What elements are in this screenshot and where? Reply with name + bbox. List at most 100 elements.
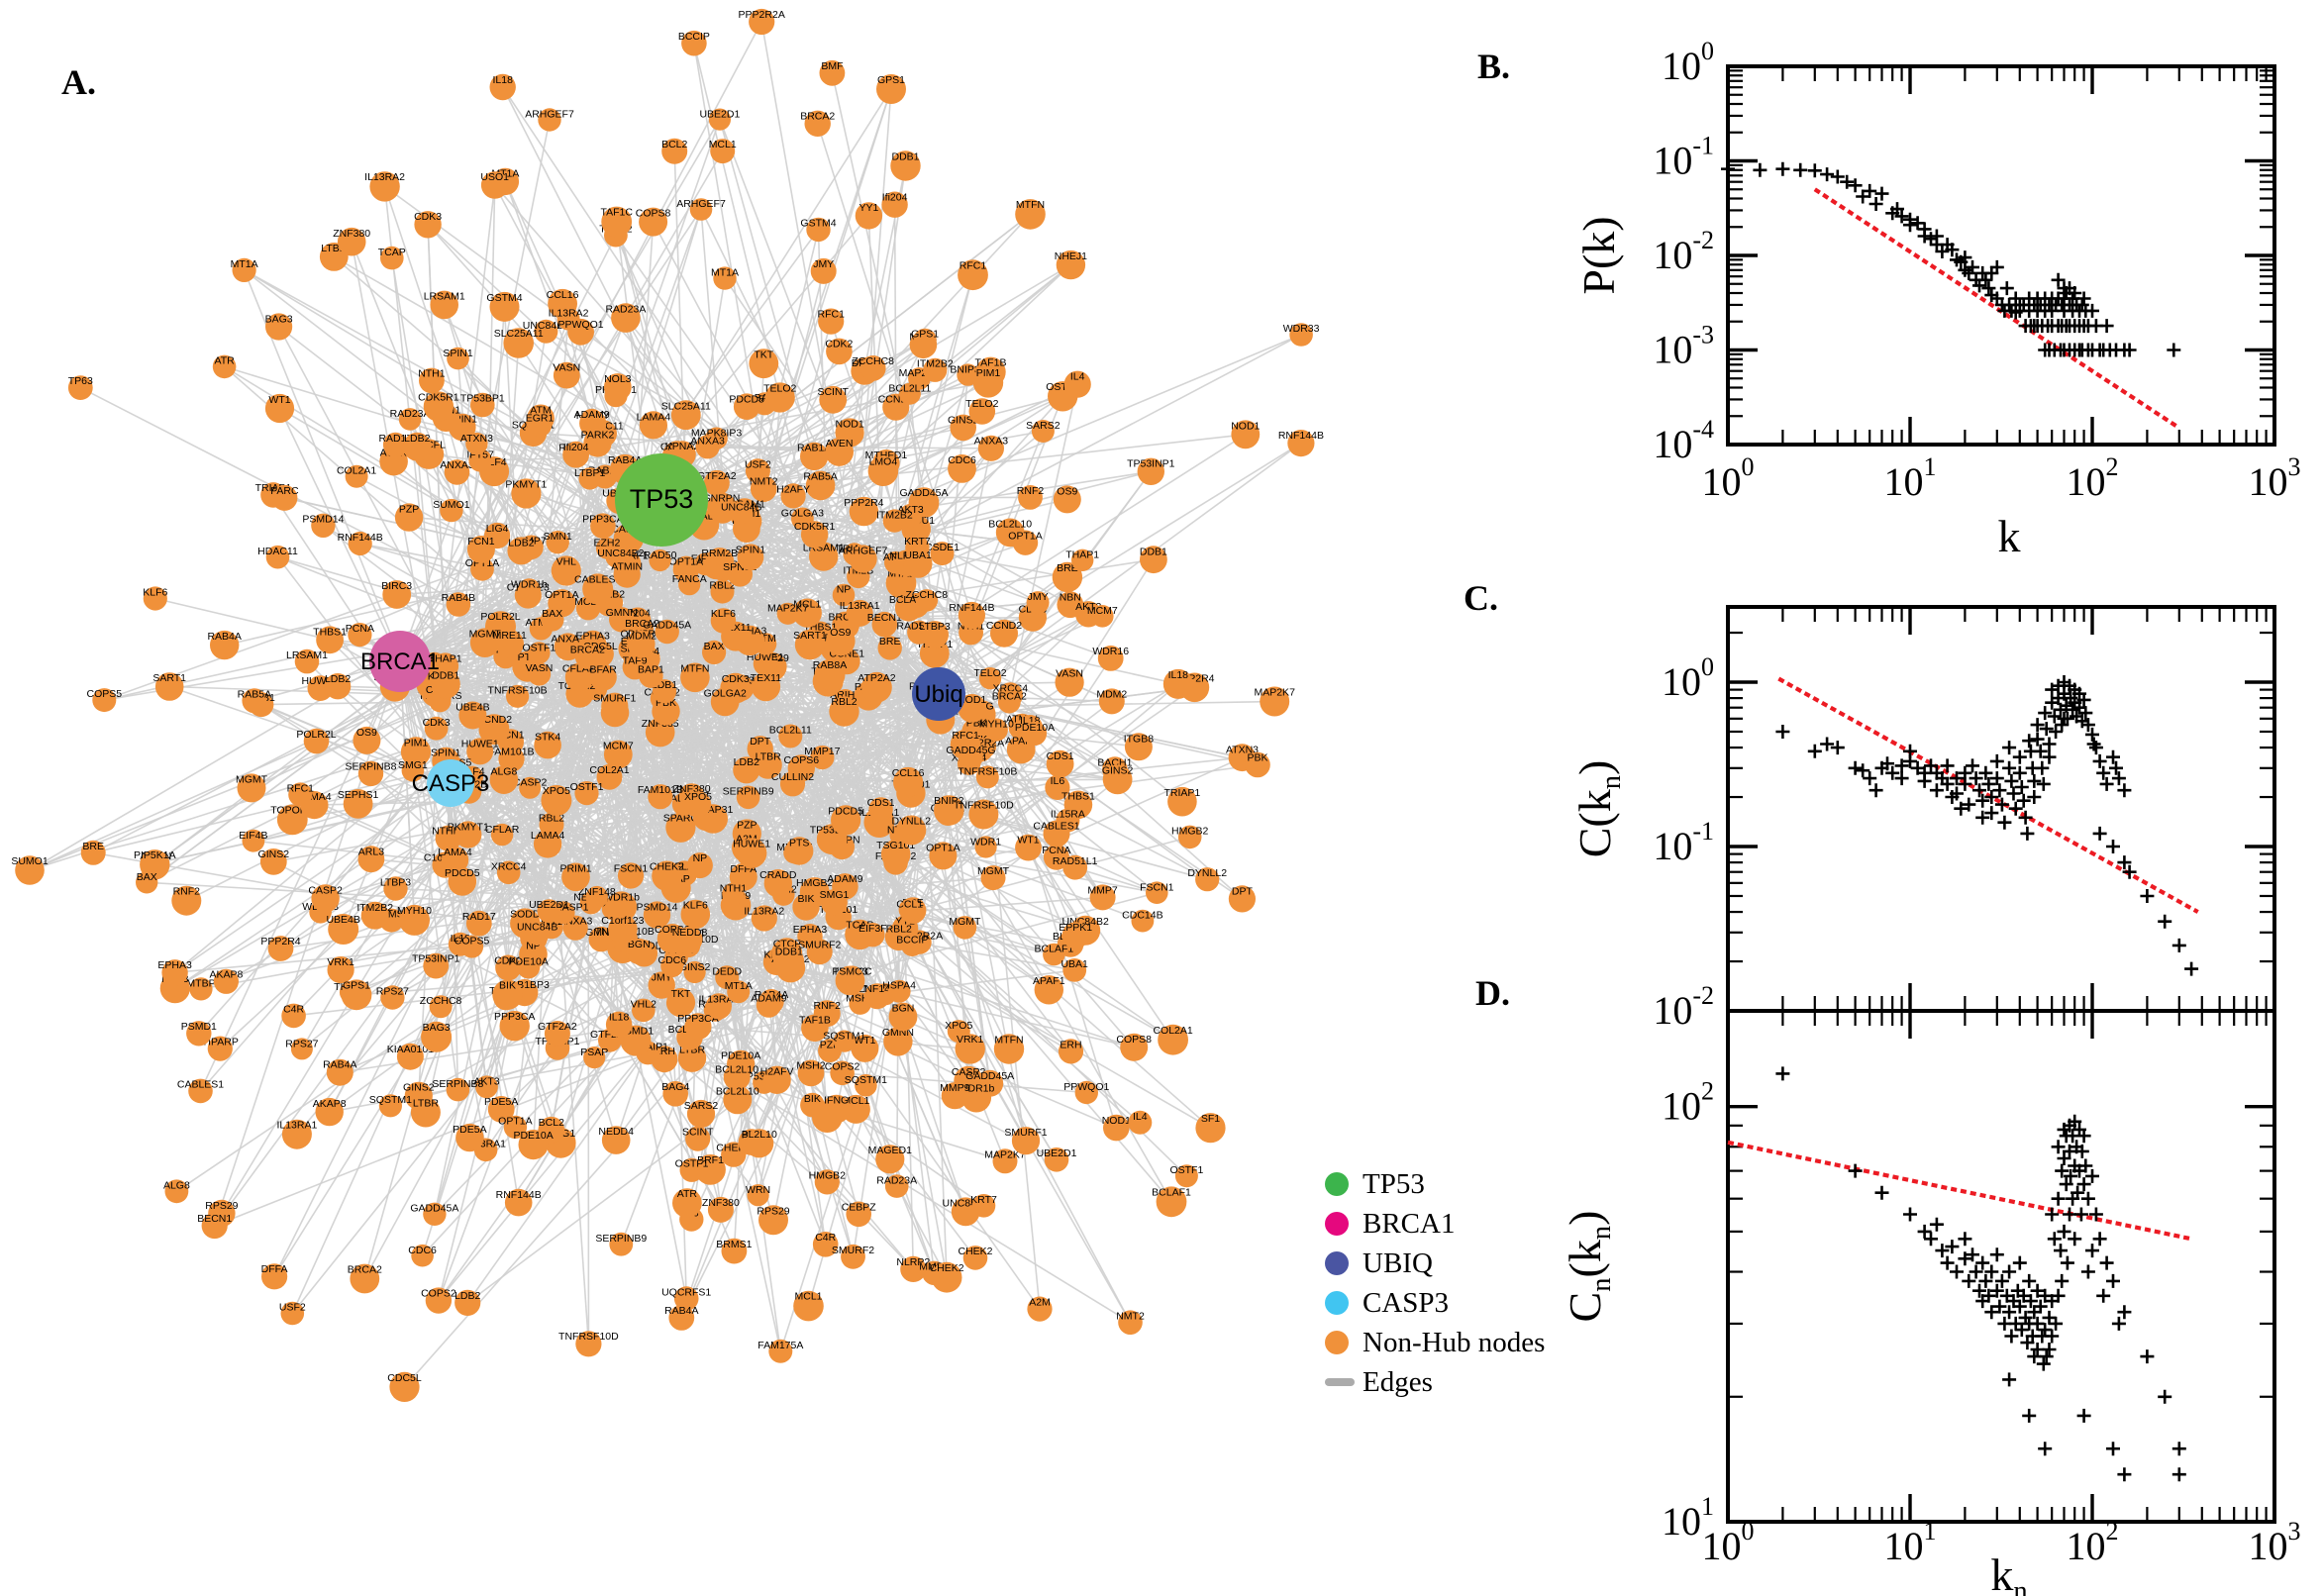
legend-item-nonhub: Non-Hub nodes	[1325, 1323, 1545, 1362]
data-point-marker	[2012, 1255, 2027, 1270]
data-point-marker	[2106, 840, 2120, 853]
network-node-label: ITM2B2	[356, 902, 393, 914]
network-node	[414, 211, 442, 239]
axis-label: k	[1998, 511, 2021, 561]
data-point-marker	[2184, 961, 2199, 976]
network-node-label: PDCD5	[445, 867, 480, 879]
network-node-label: RFC1	[287, 783, 315, 795]
network-node	[801, 1014, 829, 1043]
plot-ticks	[1726, 64, 2276, 447]
network-node-label: XPO5	[543, 785, 570, 797]
network-node-label: LTBP1	[574, 467, 605, 479]
network-node-label: DDB1	[432, 670, 459, 682]
network-node-label: WT1	[854, 1035, 875, 1047]
network-node-label: GPS1	[911, 329, 939, 341]
network-node-label: SARS2	[1026, 420, 1060, 432]
network-node	[564, 662, 594, 692]
network-node-label: BRE	[879, 636, 901, 648]
data-point-marker	[1775, 1066, 1790, 1081]
network-node-label: MTBP	[186, 977, 215, 989]
network-node-label: LTBR	[413, 1098, 439, 1110]
network-node	[207, 1036, 233, 1061]
axis-label: kn​	[1990, 1549, 2027, 1596]
network-node-label: TP53INP1	[412, 953, 460, 965]
network-node-label: THAP1	[1065, 549, 1099, 561]
network-node-label: GSTM4	[486, 292, 522, 304]
network-node-label: GTF2A2	[538, 1021, 577, 1033]
network-node	[810, 746, 835, 770]
network-node-label: LMO4	[869, 455, 898, 467]
network-node-label: TELO2	[965, 398, 998, 410]
network-edge	[938, 693, 969, 1081]
network-node-label: COPS5	[86, 688, 122, 700]
network-node-label: TAF1B	[799, 1015, 831, 1027]
network-node	[495, 629, 524, 658]
network-node-label: CDC14B	[1122, 910, 1162, 922]
network-node-label: OPT1A	[498, 1116, 532, 1128]
network-edge	[399, 660, 459, 1090]
network-node-label: BCL2L10	[716, 1085, 759, 1097]
network-node	[423, 1202, 447, 1227]
network-node-label: RAB4A	[207, 631, 241, 643]
data-point-marker	[2076, 1408, 2091, 1423]
network-edge	[656, 693, 940, 916]
network-node-label: OSTF1	[1169, 1164, 1203, 1176]
network-node-label: KRT7	[904, 536, 931, 548]
network-node-label: H2AFY	[776, 483, 810, 495]
network-node-label: MCL1	[793, 599, 821, 611]
network-node-label: RPS27	[285, 1038, 318, 1049]
network-node	[533, 830, 562, 858]
data-point-marker	[2106, 1273, 2120, 1288]
data-point-marker	[2054, 1244, 2068, 1258]
network-node-label: MDM2	[1096, 688, 1127, 700]
network-node-label: CDC6	[658, 954, 687, 966]
data-point-marker	[1966, 758, 1979, 773]
network-node-label: PCNA	[346, 623, 374, 635]
network-node-label: RFC1	[952, 730, 979, 742]
network-node	[632, 998, 656, 1023]
network-node-label: LDB2	[325, 673, 351, 685]
network-node-label: RNF2	[173, 886, 201, 898]
network-node-label: MGMT	[236, 773, 268, 785]
network-node	[567, 318, 594, 346]
data-point-marker	[1775, 161, 1790, 176]
network-node	[702, 640, 727, 665]
data-point-marker	[1969, 1264, 1983, 1279]
network-node-label: RAB5A	[238, 688, 271, 700]
network-edge	[399, 263, 1071, 662]
network-node	[541, 608, 564, 632]
network-edge	[399, 235, 617, 662]
network-node	[389, 1371, 420, 1402]
network-edge	[399, 660, 562, 1144]
network-node-label: BRE	[82, 841, 104, 852]
network-node	[958, 259, 988, 291]
data-point-marker	[2042, 1343, 2057, 1356]
network-node-label: KLF6	[711, 608, 736, 620]
network-node	[665, 812, 696, 843]
network-node-label: MCL1	[709, 139, 737, 150]
network-node-label: DEDD	[712, 965, 742, 977]
network-node	[448, 867, 477, 896]
data-point-marker	[1989, 753, 2004, 768]
network-node	[1043, 844, 1069, 870]
data-point-marker	[1820, 737, 1835, 751]
network-node	[470, 392, 495, 418]
network-node-label: WDR1b	[511, 578, 548, 590]
network-node-label: WT1	[268, 394, 290, 406]
network-node-label: IL4	[1070, 371, 1085, 383]
tick-label: 10-1	[1653, 817, 1714, 868]
network-node-label: TAF1C	[600, 207, 633, 219]
network-node-label: MMP17	[804, 746, 840, 757]
network-node	[327, 956, 354, 984]
network-node-label: CDK2	[494, 955, 522, 967]
data-point-marker	[1999, 281, 2014, 296]
network-node-label: OSTF1	[570, 781, 604, 793]
network-edge	[450, 782, 811, 938]
network-node-label: C4R	[815, 1232, 836, 1244]
network-node	[800, 442, 829, 471]
network-node-label: PPP3CA	[494, 1011, 535, 1023]
network-node-label: BAG3	[423, 1022, 451, 1034]
data-point-marker	[1863, 771, 1877, 786]
network-edge	[574, 677, 991, 929]
network-node	[596, 763, 623, 790]
